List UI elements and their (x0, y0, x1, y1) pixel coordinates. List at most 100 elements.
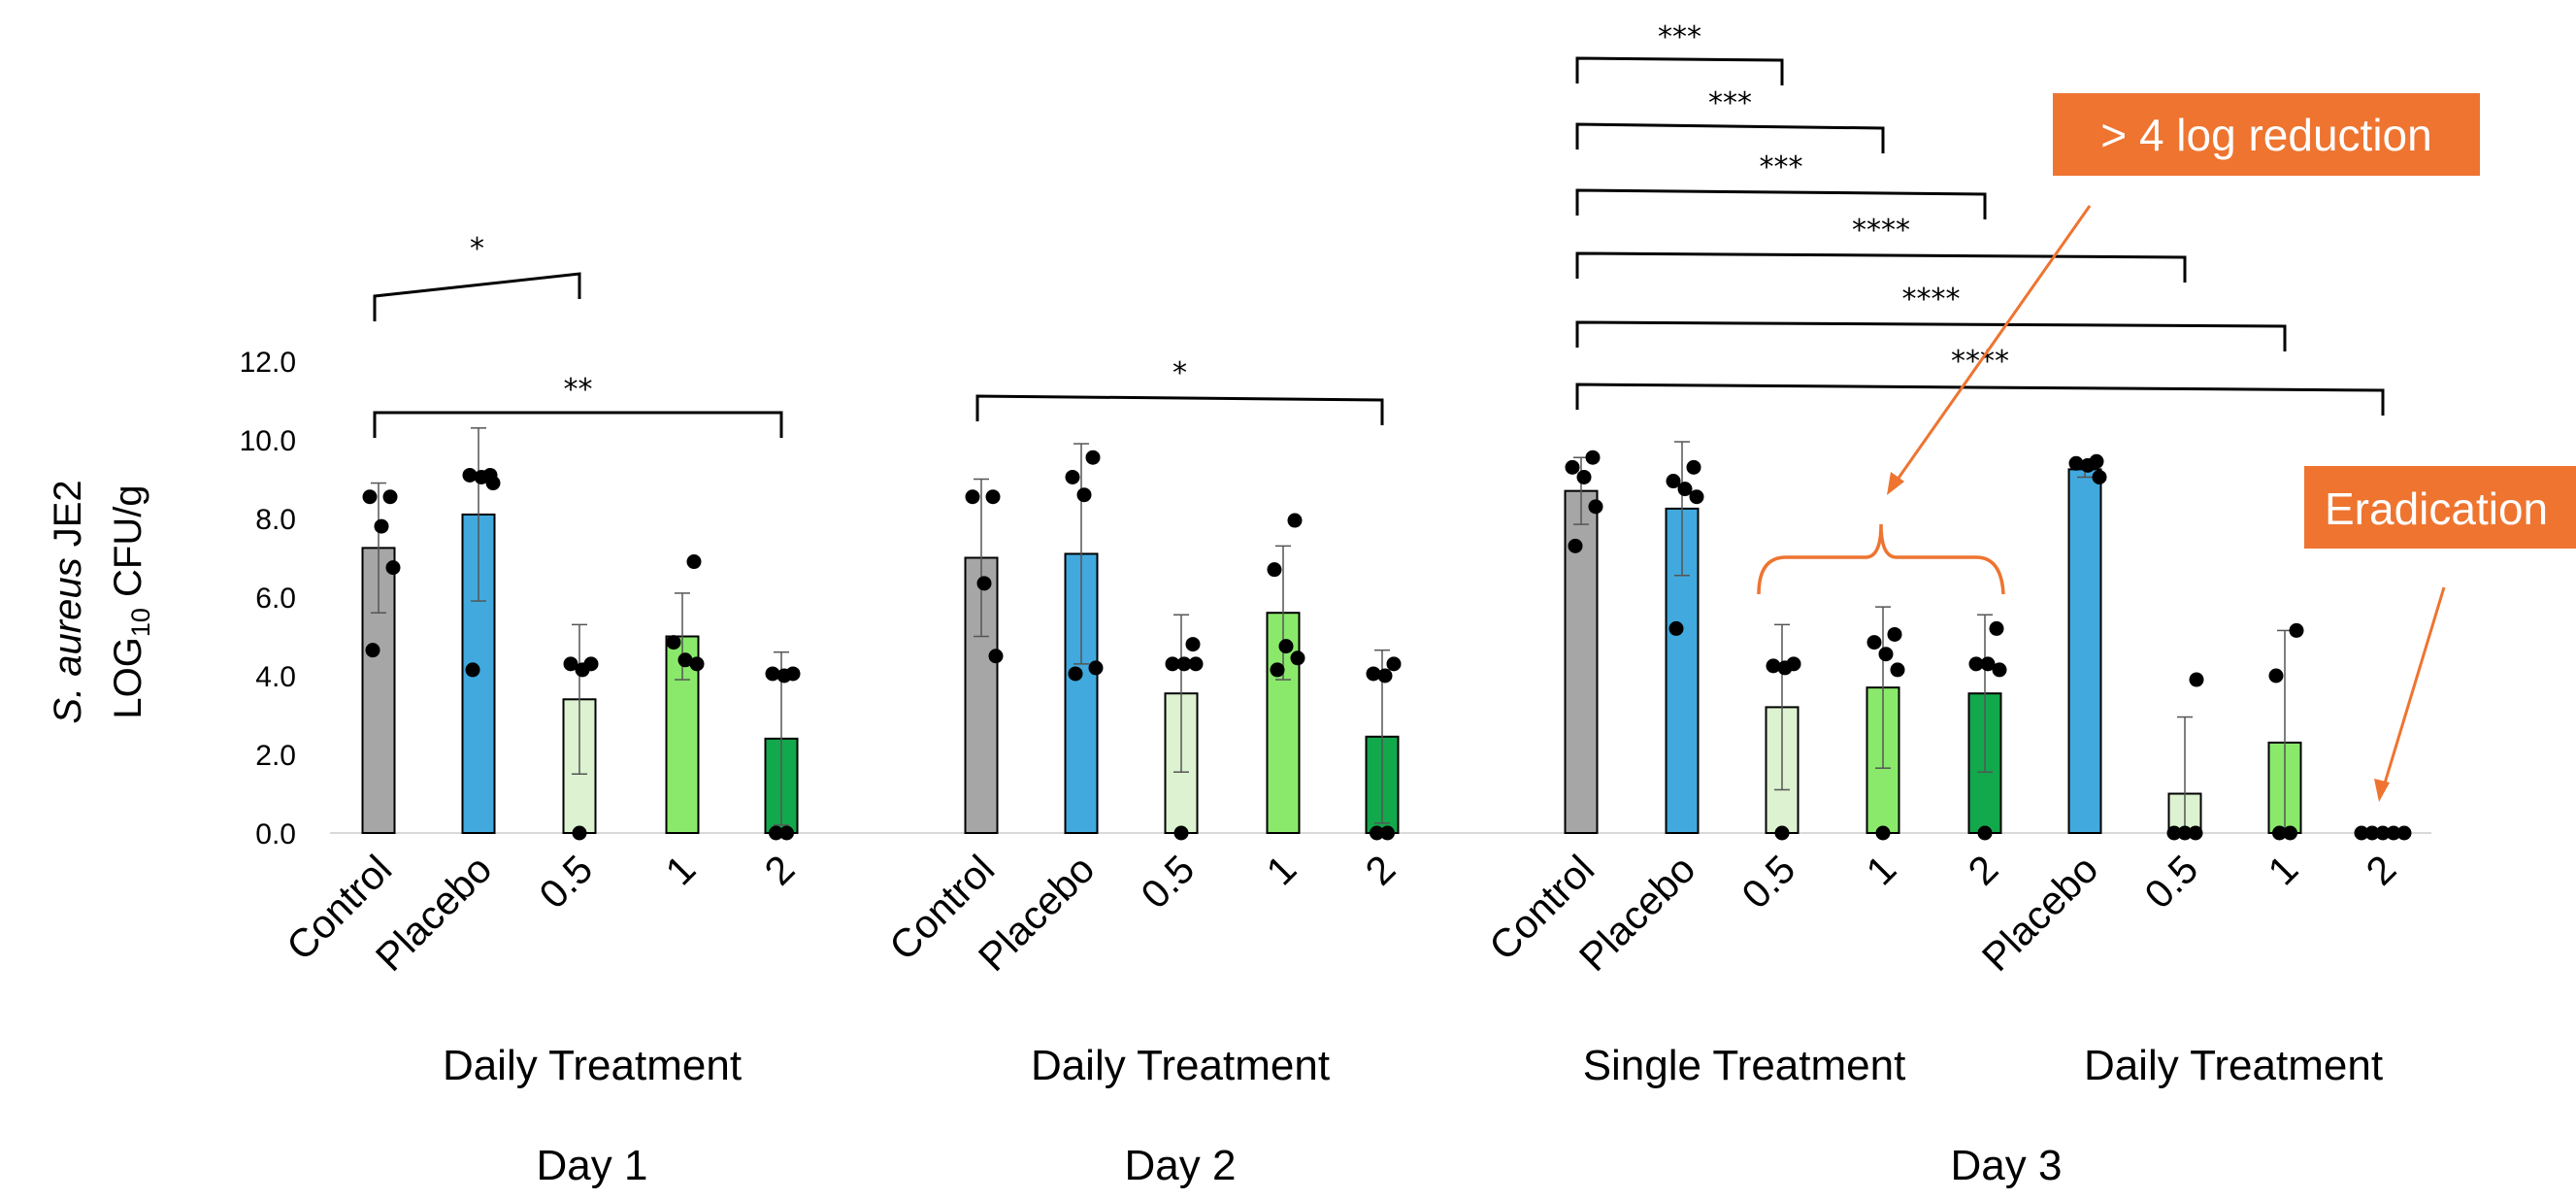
significance-stars: *** (1760, 150, 1803, 184)
category-label: 2 (2358, 847, 2405, 894)
data-point (1380, 825, 1395, 841)
data-point (769, 825, 783, 841)
treatment-label: Daily Treatment (2084, 1042, 2383, 1089)
data-point (2289, 622, 2304, 638)
data-point (1668, 620, 1684, 636)
callout-brace (1757, 523, 2005, 595)
callout-box-log-reduction (2053, 93, 2480, 176)
y-tick-label: 4.0 (255, 661, 296, 693)
data-point (1176, 656, 1192, 672)
data-point (2354, 825, 2369, 841)
significance-stars: **** (1852, 214, 1910, 248)
data-point (474, 469, 489, 484)
category-label: 1 (657, 847, 705, 894)
data-point (1887, 626, 1902, 642)
y-axis-title-line2: LOG10 CFU/g (107, 484, 155, 718)
data-point (2364, 825, 2380, 841)
data-point (1686, 459, 1701, 475)
data-point (1568, 538, 1583, 553)
data-point (2268, 668, 2284, 683)
data-point (1370, 825, 1384, 841)
data-point (362, 489, 378, 505)
data-point (1992, 662, 2007, 678)
data-point (1270, 662, 1285, 678)
data-point (1065, 469, 1080, 484)
callout-text-log-reduction: > 4 log reduction (2100, 110, 2431, 160)
data-point (1766, 658, 1781, 674)
treatment-label: Single Treatment (1583, 1042, 1906, 1089)
category-label: 2 (1357, 847, 1404, 894)
data-point (965, 489, 980, 505)
data-point (2396, 825, 2412, 841)
category-label: 1 (2260, 847, 2307, 894)
callout-arrow (1893, 205, 2092, 484)
significance-bracket (1575, 383, 2385, 416)
category-label: 2 (1960, 847, 2007, 894)
callout-box-eradication (2304, 466, 2576, 549)
category-label: 0.5 (1734, 847, 1804, 917)
callout-text-eradication: Eradication (2325, 483, 2548, 534)
data-point (2189, 672, 2204, 687)
data-point (765, 666, 780, 682)
significance-bracket (1575, 320, 2287, 351)
data-point (1977, 825, 1993, 841)
data-point (1666, 474, 1681, 489)
data-point (385, 560, 401, 576)
data-point (2375, 825, 2391, 841)
day-label: Day 3 (1951, 1142, 2063, 1189)
significance-stars: ** (564, 373, 593, 407)
category-label: 1 (1258, 847, 1305, 894)
data-point (374, 518, 389, 534)
bar (2067, 468, 2102, 834)
significance-bracket (975, 394, 1384, 425)
data-point (1866, 635, 1882, 650)
significance-bracket (373, 272, 581, 321)
data-point (1777, 660, 1793, 676)
data-point (563, 656, 578, 672)
y-tick-label: 6.0 (255, 583, 296, 615)
category-label: 0.5 (1133, 847, 1204, 917)
data-point (1677, 482, 1693, 497)
data-point (686, 554, 702, 570)
data-point (1278, 639, 1294, 654)
callout-arrow (2382, 586, 2446, 787)
data-point (1267, 562, 1282, 578)
significance-bracket (1575, 188, 1987, 219)
y-axis-title-line1: S. aureus JE2 (47, 480, 89, 723)
data-point (1689, 489, 1704, 505)
significance-bracket (1575, 122, 1885, 153)
data-point (1588, 499, 1603, 515)
data-point (1290, 650, 1305, 666)
significance-bracket (373, 411, 783, 438)
significance-stars: *** (1658, 20, 1701, 54)
data-point (1968, 656, 1984, 672)
data-point (1774, 825, 1790, 841)
day-label: Day 2 (1125, 1142, 1237, 1189)
data-point (1076, 487, 1092, 503)
data-point (1085, 450, 1101, 465)
data-point (2166, 825, 2182, 841)
data-point (2188, 825, 2203, 841)
data-point (2272, 825, 2287, 841)
data-point (1878, 647, 1894, 662)
data-point (1890, 662, 1905, 678)
data-point (1185, 637, 1201, 652)
data-point (465, 662, 480, 678)
data-point (1173, 825, 1189, 841)
significance-stars: * (470, 232, 484, 266)
treatment-label: Daily Treatment (1031, 1042, 1330, 1089)
category-label: 2 (756, 847, 804, 894)
data-point (1585, 450, 1601, 465)
data-point (666, 635, 681, 650)
data-point (1980, 656, 1996, 672)
category-label: 0.5 (2136, 847, 2207, 917)
data-point (1287, 513, 1303, 528)
data-point (1088, 660, 1104, 676)
data-point (779, 825, 794, 841)
significance-bracket (1575, 251, 2187, 283)
data-point (365, 643, 380, 658)
significance-stars: * (1172, 356, 1187, 390)
y-tick-label: 0.0 (255, 818, 296, 850)
